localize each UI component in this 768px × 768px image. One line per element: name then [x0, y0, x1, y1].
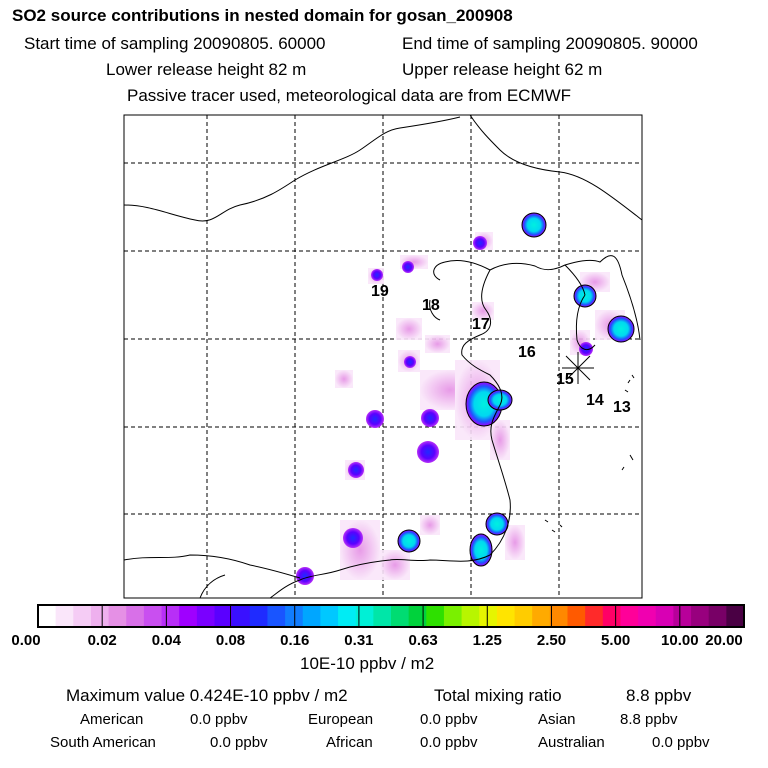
colorbar-segment — [355, 605, 374, 627]
colorbar-segment — [638, 605, 657, 627]
colorbar-segment — [443, 605, 463, 627]
colorbar-segment — [214, 605, 233, 627]
high-concentration-spots — [397, 212, 635, 567]
total-mixing-label: Total mixing ratio — [434, 686, 562, 705]
station-label-15: 15 — [556, 371, 574, 388]
colorbar-segment — [55, 605, 74, 627]
end-time-label: End time of sampling 20090805. 90000 — [402, 34, 698, 53]
station-label-17: 17 — [472, 316, 490, 333]
colorbar-segment — [196, 605, 215, 627]
colorbar-segment — [585, 605, 604, 627]
colorbar-segment — [143, 605, 163, 627]
region-american-value: 0.0 ppbv — [190, 711, 248, 728]
region-american-name: American — [80, 711, 144, 728]
colorbar-tick-label: 0.00 — [11, 632, 41, 649]
colorbar-tick-label: 0.02 — [87, 632, 117, 649]
region-european-value: 0.0 ppbv — [420, 711, 478, 728]
total-mixing-value: 8.8 ppbv — [626, 686, 692, 705]
station-label-16: 16 — [518, 344, 536, 361]
colorbar-tick-label: 5.00 — [601, 632, 631, 649]
colorbar-segment — [249, 605, 268, 627]
colorbar-tick-label: 1.25 — [472, 632, 502, 649]
colorbar-segment — [496, 605, 516, 627]
colorbar-segment — [90, 605, 110, 627]
map-title: SO2 source contributions in nested domai… — [12, 6, 513, 25]
colorbar-segment — [461, 605, 480, 627]
region-australian-name: Australian — [538, 734, 605, 751]
colorbar-tick-label: 0.08 — [215, 632, 246, 649]
colorbar-segment — [426, 605, 445, 627]
start-time-label: Start time of sampling 20090805. 60000 — [24, 34, 326, 53]
colorbar-segment — [408, 605, 427, 627]
colorbar-segment — [514, 605, 533, 627]
colorbar-frame — [37, 604, 745, 628]
colorbar-segment — [126, 605, 145, 627]
colorbar-segment — [161, 605, 180, 627]
colorbar-segment — [73, 605, 92, 627]
lower-release-height: Lower release height 82 m — [106, 60, 307, 79]
colorbar-segment — [373, 605, 392, 627]
colorbar-segment — [691, 605, 710, 627]
maximum-value: Maximum value 0.424E-10 ppbv / m2 — [66, 686, 348, 705]
station-label-19: 19 — [371, 283, 389, 300]
region-australian-value: 0.0 ppbv — [652, 734, 710, 751]
region-african-name: African — [326, 734, 373, 751]
region-european-name: European — [308, 711, 374, 728]
colorbar-segment — [602, 605, 621, 627]
colorbar-tick-label: 20.00 — [705, 632, 743, 649]
region-african-value: 0.0 ppbv — [420, 734, 478, 751]
colorbar-segment — [532, 605, 551, 627]
colorbar-segment — [338, 605, 357, 627]
colorbar-segment — [708, 605, 727, 627]
colorbar-segment — [620, 605, 639, 627]
station-label-18: 18 — [422, 297, 440, 314]
region-south-american-name: South American — [50, 734, 156, 751]
colorbar-segment — [179, 605, 198, 627]
station-label-14: 14 — [586, 392, 604, 409]
colorbar-tick-label: 0.16 — [280, 632, 310, 649]
colorbar-segment — [302, 605, 321, 627]
colorbar-tick-label: 0.31 — [344, 632, 374, 649]
colorbar-tick-label: 2.50 — [536, 632, 567, 649]
colorbar-tick-label: 0.04 — [151, 632, 181, 649]
colorbar-segment — [38, 605, 57, 627]
coastlines — [123, 114, 643, 599]
region-asian-name: Asian — [538, 711, 576, 728]
region-south-american-value: 0.0 ppbv — [210, 734, 268, 751]
colorbar-segment — [726, 605, 745, 627]
station-label-13: 13 — [613, 399, 631, 416]
colorbar-segment — [285, 605, 304, 627]
colorbar-segment — [320, 605, 339, 627]
colorbar-segment — [655, 605, 674, 627]
colorbar-segment — [108, 605, 127, 627]
colorbar-segment — [673, 605, 692, 627]
colorbar-segment — [479, 605, 498, 627]
source-blobs — [296, 236, 593, 585]
tracer-note: Passive tracer used, meteorological data… — [127, 86, 572, 105]
colorbar-tick-label: 0.63 — [408, 632, 438, 649]
colorbar-unit: 10E-10 ppbv / m2 — [300, 654, 435, 673]
receptor-marker — [562, 352, 594, 384]
upper-release-height: Upper release height 62 m — [402, 60, 603, 79]
gridlines — [124, 115, 642, 598]
colorbar-segment — [232, 605, 251, 627]
colorbar-segment — [267, 605, 286, 627]
colorbar-segment — [391, 605, 410, 627]
colorbar-segment — [549, 605, 568, 627]
colorbar-tick-label: 10.00 — [661, 632, 699, 649]
region-asian-value: 8.8 ppbv — [620, 711, 678, 728]
colorbar-segment — [567, 605, 586, 627]
